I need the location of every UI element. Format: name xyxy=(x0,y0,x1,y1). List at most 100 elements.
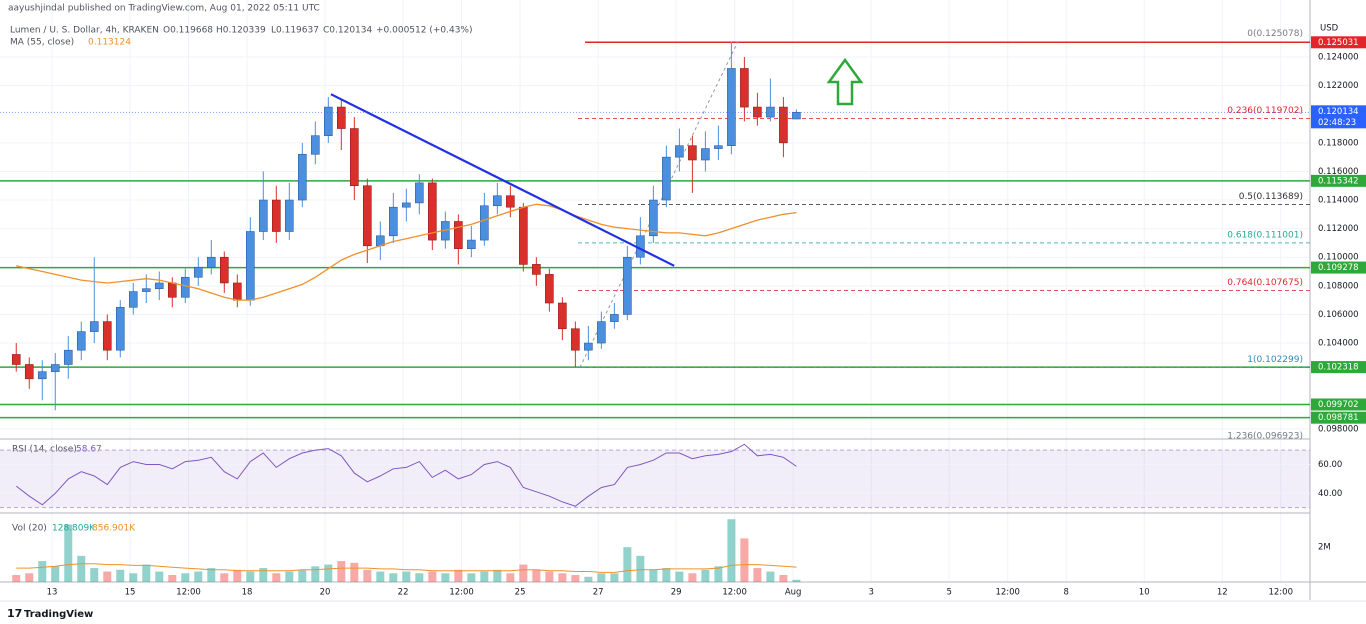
volume-bar xyxy=(363,569,372,582)
volume-bar xyxy=(636,555,645,582)
candle-body xyxy=(571,328,580,351)
x-tick-label: 18 xyxy=(242,588,253,598)
volume-bar xyxy=(610,573,619,582)
price-tag-label: 0.109278 xyxy=(1318,263,1359,273)
publisher: aayushjindal published on TradingView.co… xyxy=(8,4,320,14)
fib-label: 0.764(0.107675) xyxy=(1227,278,1303,288)
volume-ma-line xyxy=(16,563,797,573)
volume-bar xyxy=(259,568,268,582)
candle-body xyxy=(128,291,138,308)
x-tick-label: 12:00 xyxy=(995,588,1020,598)
volume-bar xyxy=(558,573,567,582)
volume-bar xyxy=(415,573,424,582)
volume-bar xyxy=(220,573,229,582)
candle-body xyxy=(610,314,619,322)
y-tick-label: 0.118000 xyxy=(1318,138,1359,148)
candle-body xyxy=(415,182,424,204)
volume-bar xyxy=(623,547,632,582)
y-tick-label: 0.110000 xyxy=(1318,253,1359,263)
current-price-tag xyxy=(1311,105,1366,129)
volume-bar xyxy=(246,571,255,582)
candle-body xyxy=(311,135,320,155)
volume-bar xyxy=(90,568,99,582)
candle-body xyxy=(688,145,697,161)
volume-bar xyxy=(597,573,606,582)
candle-body xyxy=(63,349,73,365)
volume-bar xyxy=(779,575,788,582)
candle-body xyxy=(193,266,203,278)
fib-label: 0.618(0.111001) xyxy=(1227,230,1303,240)
volume-bar xyxy=(454,569,463,582)
candle-body xyxy=(219,256,229,284)
price-tag-label: 0.125031 xyxy=(1318,38,1359,48)
candle-body xyxy=(76,331,86,351)
x-tick-label: 5 xyxy=(946,588,951,598)
volume-bar xyxy=(701,569,710,582)
volume-bar xyxy=(545,571,554,582)
fib-label: 0.236(0.119702) xyxy=(1227,106,1303,116)
candle-body xyxy=(180,276,190,298)
volume-bar xyxy=(753,568,762,582)
candle-body xyxy=(519,206,528,265)
x-tick-label: 25 xyxy=(515,588,526,598)
logo: 17 xyxy=(7,607,22,620)
volume-bar xyxy=(532,569,541,582)
x-tick-label: 12:00 xyxy=(176,588,201,598)
volume-bar xyxy=(38,561,47,582)
candle-body xyxy=(232,282,242,301)
volume-bar xyxy=(194,571,203,582)
volume-bar xyxy=(350,562,359,582)
price-tag xyxy=(1311,261,1366,274)
price-tag xyxy=(1311,361,1366,374)
candle-body xyxy=(337,106,346,129)
change: +0.000512 (+0.43%) xyxy=(376,26,473,36)
volume-bar xyxy=(662,568,671,582)
candle-body xyxy=(584,342,593,351)
volume-bar xyxy=(272,573,281,582)
volume-bar xyxy=(25,573,34,582)
x-tick-label: 13 xyxy=(47,588,58,598)
volume-bar xyxy=(740,538,749,582)
countdown-label: 02:48:23 xyxy=(1318,118,1356,128)
y-tick-label: 0.124000 xyxy=(1318,53,1359,63)
fib-label: 1.236(0.096923) xyxy=(1227,432,1303,442)
candle-body xyxy=(115,306,125,351)
x-tick-label: 20 xyxy=(320,588,331,598)
candle-body xyxy=(675,145,684,158)
rsi-line xyxy=(15,443,797,507)
volume-bar xyxy=(12,575,21,582)
y-tick-label: 0.122000 xyxy=(1318,81,1359,91)
price-tag xyxy=(1311,398,1366,411)
volume-bar xyxy=(376,571,385,582)
candle-body xyxy=(649,199,658,237)
candle-body xyxy=(532,264,541,275)
candle-body xyxy=(102,321,112,351)
rsi-tick-label: 60.00 xyxy=(1318,460,1342,470)
ohlc-high: H0.120339 xyxy=(216,26,266,36)
volume-bar xyxy=(129,573,138,582)
candle-body xyxy=(350,128,359,187)
volume-bar xyxy=(506,573,515,582)
price-tag-label: 0.115342 xyxy=(1318,176,1359,186)
up-arrow xyxy=(826,57,864,106)
rsi-band xyxy=(0,450,1310,508)
ma-legend: MA (55, close) xyxy=(10,38,74,48)
candle-body xyxy=(11,354,21,365)
volume-bar xyxy=(181,573,190,582)
y-tick-label: 0.098000 xyxy=(1318,424,1359,434)
candle-body xyxy=(50,364,60,372)
candle-body xyxy=(37,371,47,380)
volume-bar xyxy=(571,575,580,582)
candle-body xyxy=(89,321,99,332)
volume-bar xyxy=(688,573,697,582)
x-tick-label: 12:00 xyxy=(722,588,747,598)
candle-body xyxy=(493,195,502,207)
x-tick-label: Aug xyxy=(785,588,802,598)
ohlc-open: O0.119668 xyxy=(163,26,213,36)
x-tick-label: 12:00 xyxy=(1268,588,1293,598)
current-price-label: 0.120134 xyxy=(1318,107,1359,117)
price-tag xyxy=(1311,36,1366,49)
fib-label: 0(0.125078) xyxy=(1247,29,1303,39)
candle-body xyxy=(454,221,463,249)
rsi-tick-label: 40.00 xyxy=(1318,489,1342,499)
